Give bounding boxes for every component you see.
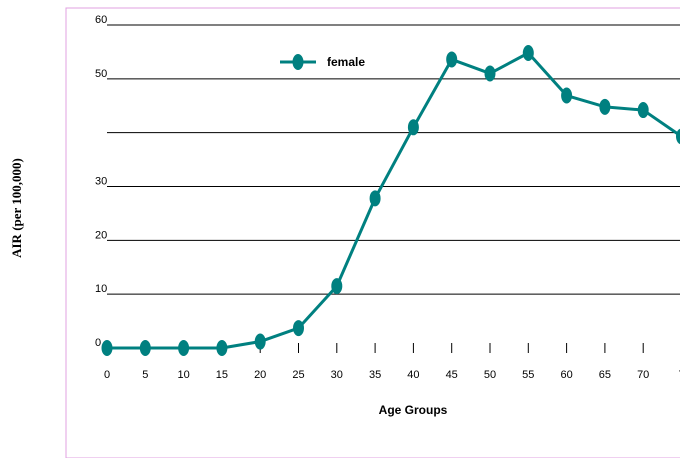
x-tick-label: 15 — [216, 369, 228, 381]
x-tick-label: 40 — [407, 369, 419, 381]
y-tick-label: 60 — [95, 14, 107, 26]
legend-label: female — [327, 55, 365, 69]
legend-marker — [292, 54, 304, 70]
x-tick-label: 5 — [142, 369, 148, 381]
y-tick-label: 50 — [95, 68, 107, 80]
data-point — [101, 340, 113, 356]
series-group — [101, 44, 680, 356]
x-tick-label: 60 — [560, 369, 572, 381]
series-line-female — [107, 51, 680, 350]
data-point — [216, 340, 228, 356]
y-tick-labels: 0 10 20 30 50 60 — [95, 14, 107, 349]
data-point — [561, 87, 573, 104]
legend: female — [280, 54, 365, 70]
y-tick-label: 30 — [95, 176, 107, 188]
data-point — [369, 190, 381, 207]
data-point — [178, 340, 190, 356]
x-tick-label: 30 — [331, 369, 343, 381]
data-point — [637, 102, 649, 119]
x-tick-label: 25 — [292, 369, 304, 381]
x-tick-labels: 0 5 10 15 20 25 30 35 40 45 50 55 60 65 70 7 — [104, 343, 680, 381]
data-point — [446, 51, 458, 68]
y-axis-label: AIR (per 100,000) — [9, 158, 24, 258]
x-tick-label: 65 — [599, 369, 611, 381]
data-point — [676, 128, 680, 145]
x-tick-label: 45 — [446, 369, 458, 381]
x-tick-label: 35 — [369, 369, 381, 381]
data-point — [139, 340, 151, 356]
x-tick-label: 70 — [637, 369, 649, 381]
data-point — [599, 98, 611, 115]
x-tick-label: 50 — [484, 369, 496, 381]
chart-frame — [65, 7, 680, 458]
y-tick-label: 0 — [95, 337, 101, 349]
x-axis-label: Age Groups — [379, 403, 448, 417]
x-tick-label: 20 — [254, 369, 266, 381]
data-point — [522, 44, 534, 61]
data-point — [484, 65, 496, 82]
data-point — [254, 333, 266, 350]
data-point — [407, 119, 419, 136]
y-tick-label: 20 — [95, 229, 107, 241]
data-point — [293, 320, 304, 337]
x-tick-label: 55 — [522, 369, 534, 381]
x-tick-label: 10 — [177, 369, 189, 381]
y-tick-label: 10 — [95, 283, 107, 295]
x-tick-label: 0 — [104, 369, 110, 381]
data-point — [331, 278, 343, 295]
x-tick-label: 7 — [678, 369, 680, 381]
gridlines — [107, 24, 680, 295]
